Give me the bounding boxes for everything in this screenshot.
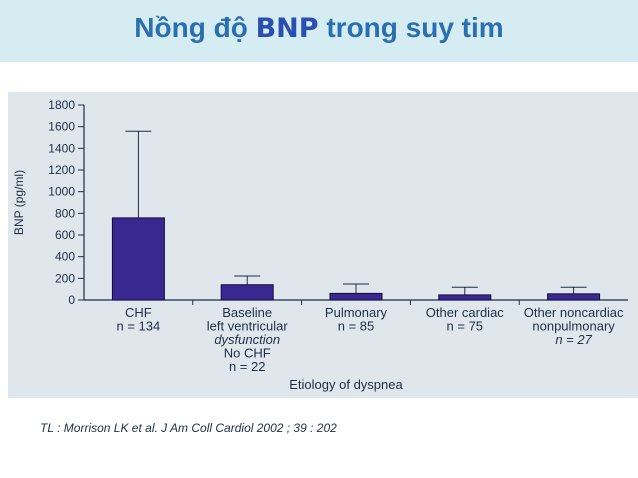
bnp-bar-chart: 0 200 400 600 800 1000 1200 1400 1600 1800 BNP (pg… — [12, 98, 628, 392]
x-tick-label: dysfunction — [214, 332, 280, 347]
title-bar — [0, 0, 638, 62]
y-tick-label: 1800 — [48, 98, 75, 112]
x-tick-label: n = 22 — [229, 359, 266, 374]
x-tick-label: n = 75 — [447, 319, 484, 334]
y-tick-label: 1000 — [48, 185, 75, 199]
x-tick-label: Pulmonary — [325, 305, 388, 320]
x-tick-label: Other noncardiac — [524, 305, 624, 320]
x-axis-title: Etiology of dyspnea — [289, 377, 403, 392]
y-axis-title: BNP (pg/ml) — [12, 170, 26, 235]
x-tick-label: left ventricular — [207, 319, 289, 334]
x-tick-label: Other cardiac — [426, 305, 505, 320]
x-tick-label: n = 134 — [117, 319, 161, 334]
y-tick-label: 800 — [55, 206, 75, 220]
x-tick-label: No CHF — [224, 346, 271, 361]
bar — [547, 293, 601, 301]
bar — [438, 294, 492, 301]
title-prefix: Nồng độ — [134, 12, 256, 43]
citation: TL : Morrison LK et al. J Am Coll Cardio… — [40, 421, 337, 435]
bar — [111, 217, 165, 301]
title-highlight: BNP — [255, 13, 319, 44]
y-tick-label: 200 — [55, 271, 75, 285]
title-suffix: trong suy tim — [318, 12, 504, 43]
x-tick-label: n = 27 — [555, 332, 592, 347]
bar — [220, 284, 274, 301]
x-tick-label: n = 85 — [338, 319, 375, 334]
x-tick-label: CHF — [125, 305, 152, 320]
bar — [329, 292, 383, 301]
y-tick-label: 600 — [55, 228, 75, 242]
page-title: Nồng độ BNP trong suy tim — [0, 12, 638, 44]
y-tick-label: 400 — [55, 250, 75, 264]
y-tick-label: 1200 — [48, 163, 75, 177]
y-tick-label: 1600 — [48, 120, 75, 134]
y-tick-label: 0 — [68, 293, 75, 307]
x-tick-label: Baseline — [222, 305, 272, 320]
x-tick-label: nonpulmonary — [532, 319, 615, 334]
y-tick-label: 1400 — [48, 141, 75, 155]
